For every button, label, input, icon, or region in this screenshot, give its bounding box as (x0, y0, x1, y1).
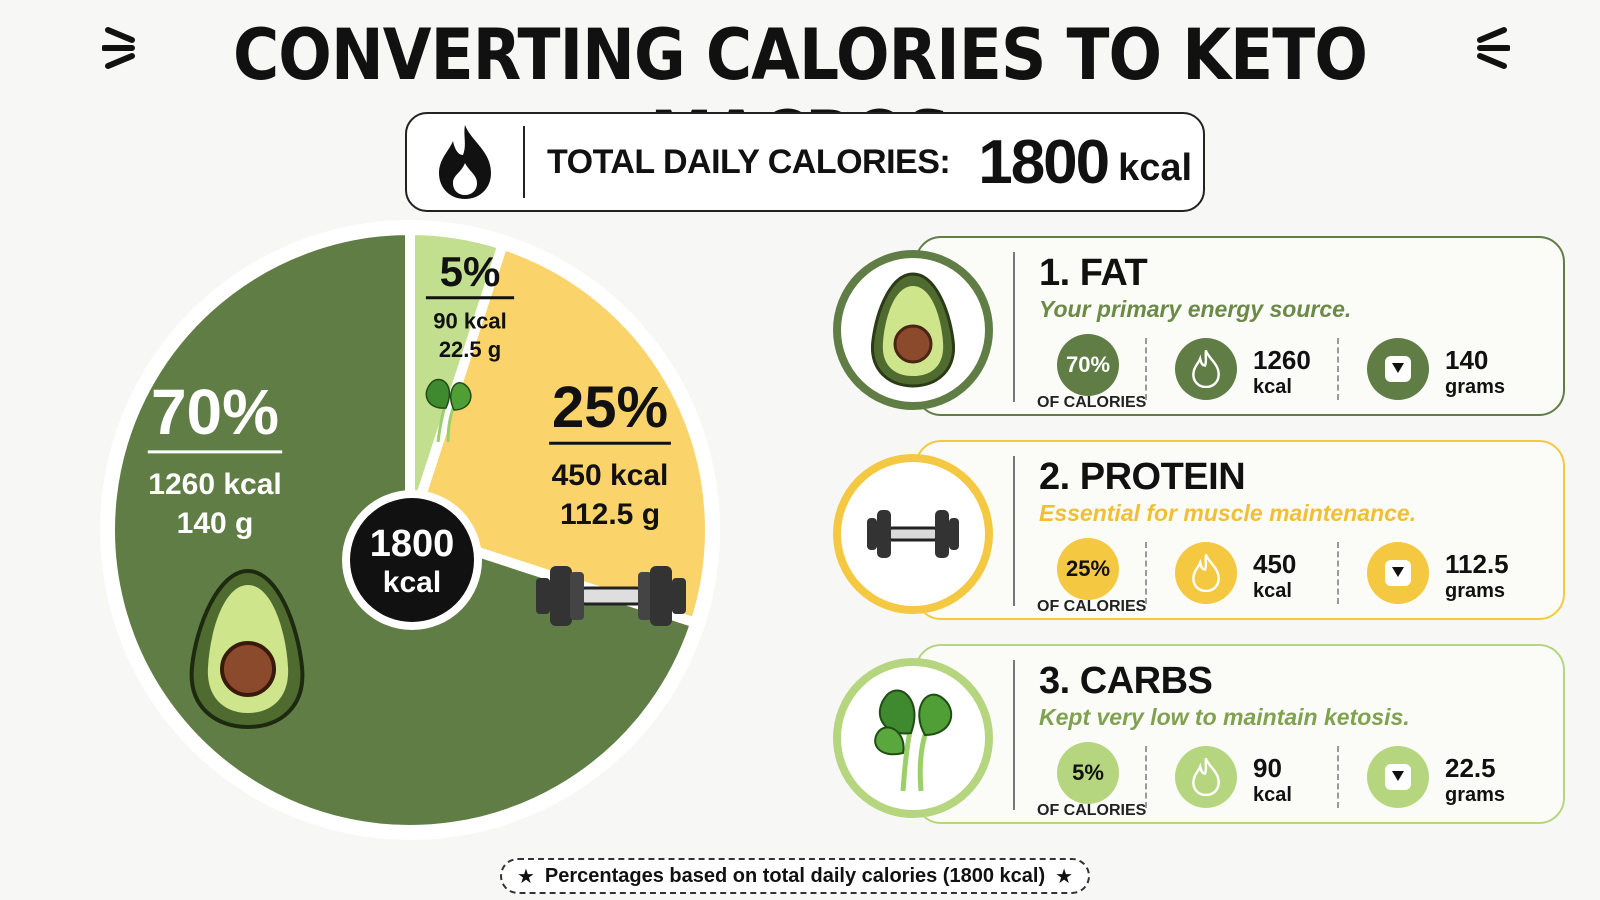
macro-name: 3. CARBS (1039, 660, 1213, 702)
dumbbell-icon (867, 510, 959, 558)
stat-divider (1337, 542, 1339, 604)
footnote: ★ Percentages based on total daily calor… (500, 858, 1090, 894)
grams-value: 112.5 (1445, 549, 1509, 579)
flame-icon-wrap (407, 125, 525, 199)
stat-divider (1337, 338, 1339, 400)
kcal-value: 1260 (1253, 345, 1311, 375)
percent-badge: 25% (1057, 538, 1119, 600)
grams-unit: grams (1445, 784, 1506, 806)
scale-icon-badge (1367, 338, 1429, 400)
center-total-unit: kcal (383, 566, 441, 599)
flame-icon (1192, 554, 1220, 592)
slice-grams-label: 112.5 g (560, 498, 660, 531)
card-divider (1013, 252, 1015, 402)
macro-description: Your primary energy source. (1039, 296, 1352, 322)
macro-name: 1. FAT (1039, 252, 1148, 294)
avocado-icon (189, 568, 305, 730)
flame-icon (439, 125, 491, 199)
slice-kcal-label: 450 kcal (552, 459, 669, 492)
grams-value: 140 (1445, 345, 1489, 375)
spinach-icon (425, 378, 472, 443)
kcal-unit: kcal (1253, 784, 1292, 806)
card-divider (1013, 660, 1015, 810)
total-calories-unit: kcal (1118, 146, 1193, 189)
kcal-unit: kcal (1253, 376, 1292, 398)
center-total-value: 1800 (370, 523, 455, 565)
center-badge (350, 498, 474, 622)
fat-icon-circle (833, 250, 993, 410)
macro-name: 2. PROTEIN (1039, 456, 1246, 498)
footnote-text: Percentages based on total daily calorie… (544, 864, 1046, 887)
scale-icon (1385, 560, 1411, 586)
macro-description: Kept very low to maintain ketosis. (1039, 704, 1410, 730)
grams-unit: grams (1445, 580, 1506, 602)
stat-divider (1145, 542, 1147, 604)
total-calories-label: TOTAL DAILY CALORIES: (547, 142, 951, 181)
total-calories-value: 1800 (978, 127, 1110, 197)
percent-label: OF CALORIES (1037, 802, 1147, 819)
percent-badge: 70% (1057, 334, 1119, 396)
slice-kcal-label: 1260 kcal (148, 468, 281, 501)
stat-divider (1337, 746, 1339, 808)
grams-value: 22.5 (1445, 753, 1496, 783)
stat-divider (1145, 746, 1147, 808)
pie-slice-protein (405, 239, 715, 628)
total-calories-box: TOTAL DAILY CALORIES: 1800 kcal (405, 112, 1205, 212)
kcal-value: 90 (1253, 753, 1282, 783)
slice-kcal-label: 90 kcal (433, 309, 506, 334)
star-icon: ★ (1055, 865, 1074, 888)
kcal-unit: kcal (1253, 580, 1292, 602)
burst-decoration-icon (1477, 27, 1510, 69)
slice-percent-label: 70% (151, 376, 279, 448)
kcal-icon-badge (1175, 542, 1237, 604)
slice-grams-label: 140 g (177, 507, 254, 540)
spinach-icon (874, 689, 953, 792)
stat-divider (1145, 338, 1147, 400)
scale-icon (1385, 764, 1411, 790)
burst-decoration-icon (102, 27, 135, 69)
carbs-icon-circle (833, 658, 993, 818)
macro-description: Essential for muscle maintenance. (1039, 500, 1417, 526)
scale-icon (1385, 356, 1411, 382)
page-title: CONVERTING CALORIES TO KETO MACROS (232, 14, 1368, 178)
scale-icon-badge (1367, 542, 1429, 604)
percent-label: OF CALORIES (1037, 598, 1147, 615)
slice-grams-label: 22.5 g (439, 337, 501, 362)
kcal-icon-badge (1175, 338, 1237, 400)
flame-icon (1192, 758, 1220, 796)
percent-badge: 5% (1057, 742, 1119, 804)
carbs-card: 3. CARBS Kept very low to maintain ketos… (833, 644, 1565, 824)
avocado-icon (871, 272, 955, 388)
macro-pie-chart: 70% 1260 kcal 140 g 5% 90 kcal 22.5 g 25% 450 k… (100, 220, 720, 840)
dumbbell-icon (536, 566, 686, 626)
fat-card: 1. FAT Your primary energy source. 70% O… (833, 236, 1565, 416)
slice-percent-label: 25% (552, 375, 668, 440)
protein-card: 2. PROTEIN Essential for muscle maintena… (833, 440, 1565, 620)
card-divider (1013, 456, 1015, 606)
kcal-icon-badge (1175, 746, 1237, 808)
grams-unit: grams (1445, 376, 1506, 398)
scale-icon-badge (1367, 746, 1429, 808)
protein-icon-circle (833, 454, 993, 614)
kcal-value: 450 (1253, 549, 1297, 579)
percent-label: OF CALORIES (1037, 394, 1147, 411)
flame-icon (1192, 350, 1220, 388)
star-icon: ★ (516, 865, 535, 888)
slice-percent-label: 5% (440, 248, 501, 295)
